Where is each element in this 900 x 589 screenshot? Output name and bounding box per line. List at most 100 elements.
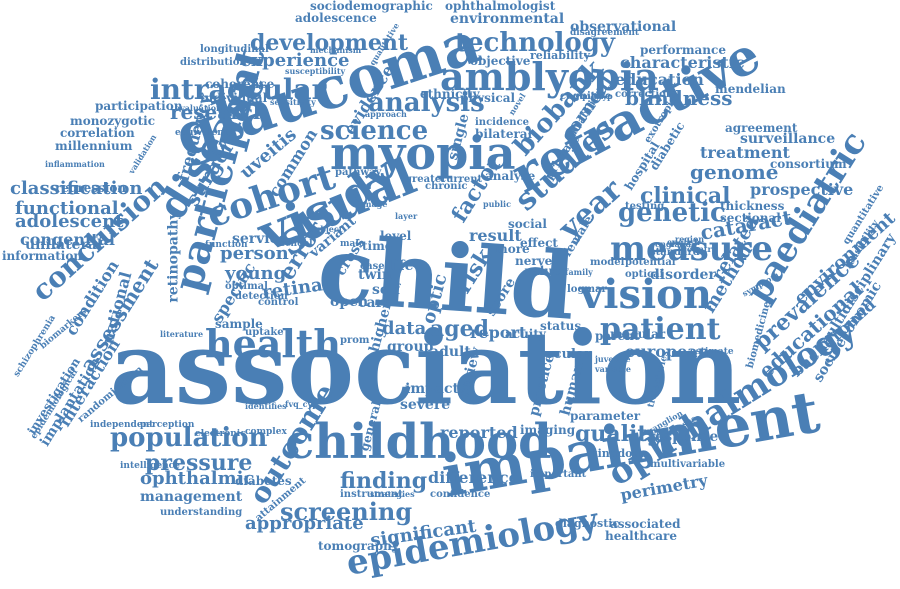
word-congenital: congenital (20, 230, 115, 249)
word-testing: testing (625, 201, 665, 212)
word-longitudinal: longitudinal (200, 44, 269, 55)
word-millennium: millennium (55, 139, 133, 153)
word-quality: quality (575, 421, 661, 447)
word-pressure: pressure (145, 450, 253, 476)
word-parameter: parameter (570, 409, 641, 423)
word-layer: layer (395, 211, 418, 221)
word-regression: regression (55, 181, 127, 195)
word-intelligence: intelligence (120, 461, 180, 471)
word-response: response (648, 429, 719, 445)
word-agreement: agreement (725, 121, 798, 135)
word-strategies: strategies (370, 489, 415, 499)
word-evaluation: evaluation (175, 103, 222, 113)
word-disorder: disorder (650, 267, 716, 283)
word-correlation: correlation (60, 126, 135, 140)
word-intraocular: intraocular (150, 73, 327, 106)
word-thickness: thickness (720, 199, 785, 213)
word-macular: macular (610, 327, 666, 341)
word-development: development (250, 30, 409, 56)
word-monozygotic: monozygotic (70, 114, 156, 128)
word-service: service (232, 231, 288, 247)
word-model: model (590, 257, 625, 268)
word-ocular: ocular (545, 347, 592, 362)
word-status: status (540, 319, 582, 333)
word-confidence: confidence (430, 489, 491, 500)
word-coherence: coherence (205, 77, 275, 91)
word-time: time (362, 239, 393, 253)
word-kingdom: kingdom (590, 447, 645, 460)
word-life: life (388, 258, 414, 274)
word-country: country (682, 244, 717, 254)
word-subject: subject (310, 224, 343, 234)
word-measure: measure (610, 229, 774, 269)
word-control: control (258, 297, 299, 308)
word-greater: greater (405, 174, 447, 185)
word-associated: associated (610, 517, 681, 531)
word-variable: variable (595, 364, 631, 374)
word-characteristic: characteristic (620, 53, 745, 72)
word-finding: finding (340, 468, 428, 494)
word-diabetes: diabetes (235, 474, 292, 488)
word-childhood: childhood (285, 414, 552, 470)
word-technology: technology (455, 28, 616, 58)
word-incidence: incidence (475, 117, 530, 128)
word-uptake: uptake (245, 327, 284, 338)
word-standard: standard (650, 247, 700, 258)
word-imaging: imaging (520, 423, 576, 437)
word-severe: severe (400, 397, 451, 413)
word-reported: reported (440, 423, 518, 442)
word-impact: impact (405, 381, 459, 397)
word-vqol-cyp: vqol_cyp (575, 91, 613, 101)
word-data: data (382, 318, 427, 339)
word-unilateral: unilateral (25, 237, 103, 253)
word-case: case (360, 261, 385, 272)
word-prospective: prospective (750, 180, 854, 199)
word-adolescent: adolescent (15, 211, 124, 232)
word-approach: approach (365, 109, 407, 119)
word-acuity: acuity (505, 327, 546, 341)
word-region: region (675, 234, 705, 244)
word-england: england (655, 239, 692, 249)
word-ethnicity: ethnicity (420, 87, 480, 101)
word-independent: independent (90, 420, 154, 430)
word-value: value (525, 264, 561, 278)
word-sociodemographic: sociodemographic (310, 0, 433, 13)
word-amblyopia: amblyopia (440, 54, 659, 99)
word-instrument: instrument (340, 489, 403, 500)
word-disagreement: disagreement (570, 28, 640, 38)
word-analysis: analysis (368, 88, 485, 118)
word-pathway: pathway (335, 167, 382, 178)
word-important: important (530, 469, 587, 480)
word-fvq-cyp: fvq_cyp (285, 399, 318, 409)
word-diagnostic: diagnostic (555, 517, 620, 530)
word-image: image (360, 199, 388, 209)
word-result: result (469, 226, 522, 245)
word-distribution: distribution (180, 57, 247, 68)
word-chronic: chronic (425, 181, 468, 192)
word-more: more (495, 242, 530, 256)
word-optical: optical (625, 269, 664, 280)
word-environmental: environmental (450, 11, 565, 27)
word-identifies: identifies (245, 401, 287, 411)
word-person: person (220, 243, 289, 264)
word-objective: objective (470, 54, 531, 68)
word-optimal: optimal (225, 281, 268, 292)
word-ophthalmologist: ophthalmologist (445, 0, 556, 13)
word-adult: adult (430, 344, 471, 360)
word-blindness: blindness (625, 86, 733, 110)
word-population: population (110, 423, 268, 453)
word-appropriate: appropriate (245, 513, 364, 534)
word-open: open (330, 294, 369, 310)
word-equivalent: equivalent (175, 128, 228, 138)
word-multivariable: multivariable (650, 459, 726, 470)
word-healthcare: healthcare (605, 529, 677, 543)
word-inflammation: inflammation (45, 159, 105, 169)
word-family: family (565, 267, 593, 277)
word-detection: detection (235, 291, 288, 302)
word-young: young (225, 263, 287, 284)
word-bilateral: bilateral (475, 127, 533, 141)
word-performance: performance (640, 43, 726, 57)
word-self: self (372, 282, 401, 298)
word-european: european (625, 342, 710, 361)
word-current: current (440, 174, 483, 185)
